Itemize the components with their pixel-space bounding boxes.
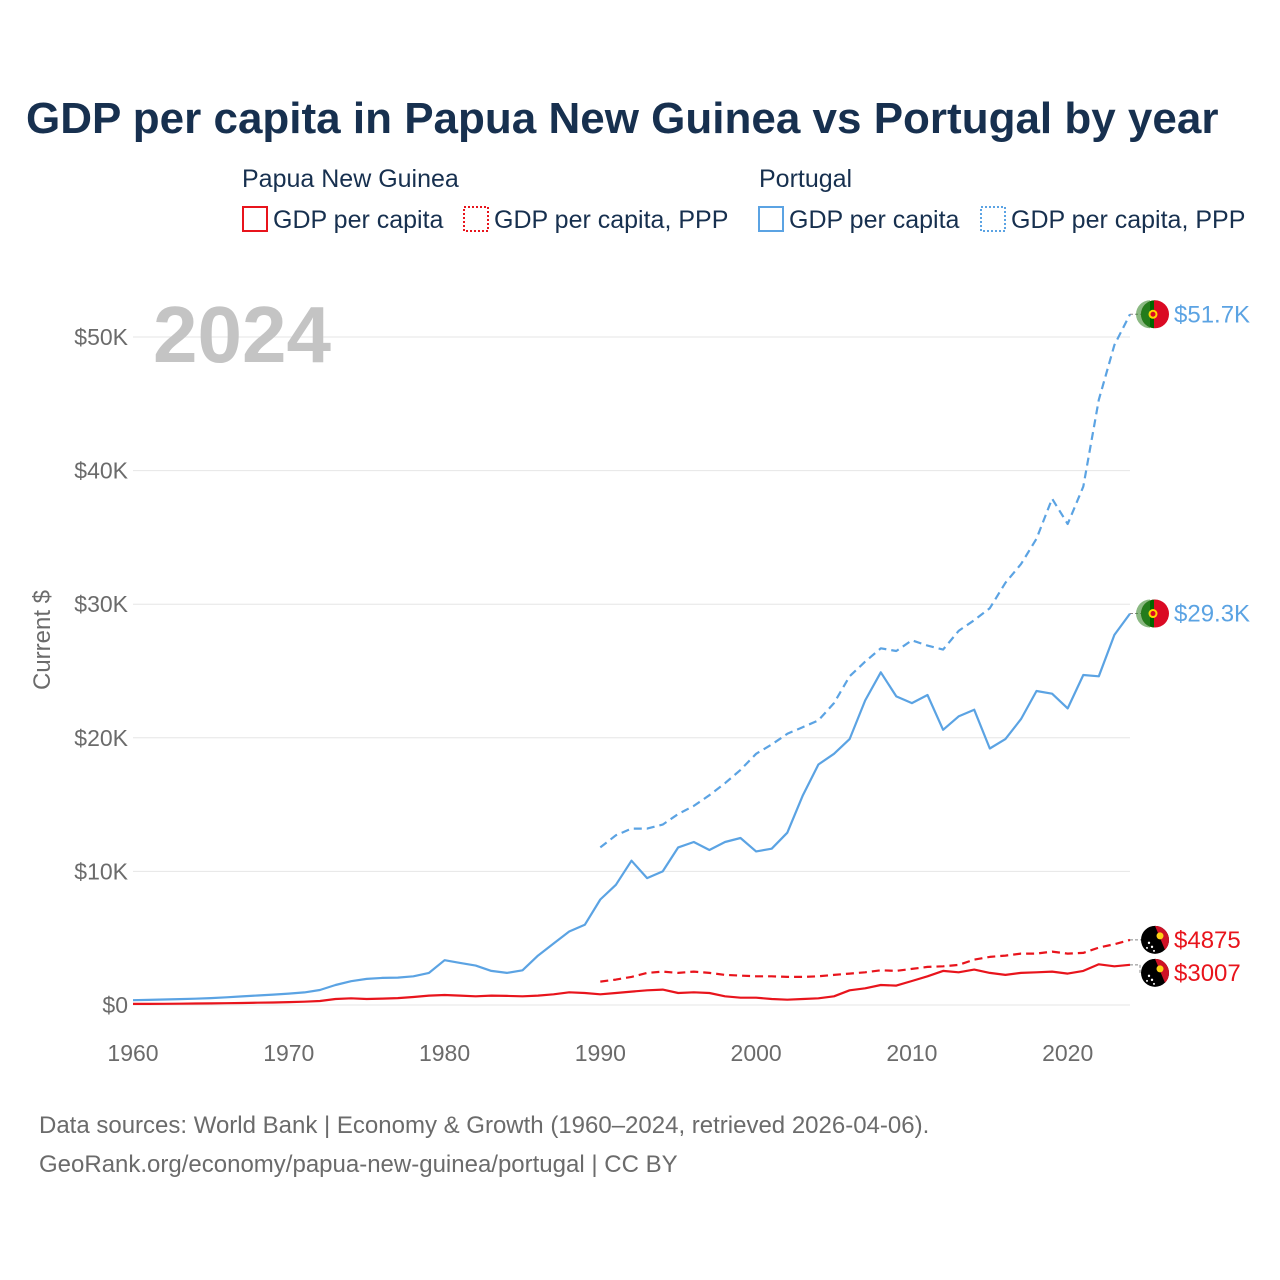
end-label-leader bbox=[1130, 964, 1141, 974]
x-tick-label: 2010 bbox=[886, 1040, 937, 1066]
y-tick-label: $20K bbox=[74, 725, 128, 751]
papua-new-guinea-flag-icon bbox=[1141, 958, 1170, 987]
x-tick-label: 1980 bbox=[419, 1040, 470, 1066]
end-label-value: $4875 bbox=[1174, 927, 1241, 954]
legend-label-prt-gdp: GDP per capita bbox=[789, 206, 960, 234]
source-line-1: Data sources: World Bank | Economy & Gro… bbox=[39, 1112, 929, 1139]
legend-swatch-prt-gdp-ppp bbox=[980, 206, 1006, 232]
x-tick-label: 2000 bbox=[731, 1040, 782, 1066]
legend-swatch-prt-gdp bbox=[758, 206, 784, 232]
y-tick-label: $0 bbox=[102, 992, 128, 1018]
end-labels: $51.7K $29.3K $4875 $3007 bbox=[1130, 300, 1250, 987]
legend-country-papua-new-guinea: Papua New Guinea bbox=[242, 165, 459, 193]
end-label-value: $3007 bbox=[1174, 960, 1241, 987]
series-line-papua-new-guinea-gdp-per-capita bbox=[133, 963, 1131, 1006]
end-label-value: $51.7K bbox=[1174, 301, 1250, 328]
portugal-flag-icon bbox=[1136, 300, 1169, 329]
series-line-portugal-gdp-per-capita-ppp bbox=[599, 313, 1131, 849]
gridlines bbox=[133, 336, 1130, 1006]
y-axis-label: Current $ bbox=[29, 590, 56, 690]
papua-new-guinea-flag-icon bbox=[1141, 925, 1170, 954]
legend-swatch-png-gdp bbox=[242, 206, 268, 232]
legend-swatch-png-gdp-ppp bbox=[463, 206, 489, 232]
end-label-value: $29.3K bbox=[1174, 601, 1250, 628]
series-lines bbox=[132, 313, 1131, 1006]
x-tick-label: 1990 bbox=[575, 1040, 626, 1066]
y-axis-ticks: $0 $10K $20K $30K $40K $50K bbox=[74, 324, 128, 1018]
portugal-flag-icon bbox=[1136, 599, 1169, 628]
source-line-2[interactable]: GeoRank.org/economy/papua-new-guinea/por… bbox=[39, 1151, 678, 1178]
y-tick-label: $40K bbox=[74, 458, 128, 484]
x-tick-label: 2020 bbox=[1042, 1040, 1093, 1066]
year-watermark: 2024 bbox=[153, 290, 331, 379]
series-line-papua-new-guinea-gdp-per-capita-ppp bbox=[600, 938, 1131, 983]
y-tick-label: $10K bbox=[74, 858, 128, 884]
legend-label-png-gdp-ppp: GDP per capita, PPP bbox=[494, 206, 728, 234]
y-tick-label: $30K bbox=[74, 591, 128, 617]
chart-title: GDP per capita in Papua New Guinea vs Po… bbox=[26, 94, 1218, 143]
legend: Papua New Guinea GDP per capita GDP per … bbox=[242, 165, 1245, 234]
x-tick-label: 1960 bbox=[107, 1040, 158, 1066]
legend-label-prt-gdp-ppp: GDP per capita, PPP bbox=[1011, 206, 1245, 234]
x-axis-ticks: 1960 1970 1980 1990 2000 2010 2020 bbox=[107, 1040, 1093, 1066]
x-tick-label: 1970 bbox=[263, 1040, 314, 1066]
y-tick-label: $50K bbox=[74, 324, 128, 350]
legend-country-portugal: Portugal bbox=[759, 165, 852, 193]
series-line-portugal-gdp-per-capita bbox=[132, 612, 1131, 1002]
legend-label-png-gdp: GDP per capita bbox=[273, 206, 444, 234]
